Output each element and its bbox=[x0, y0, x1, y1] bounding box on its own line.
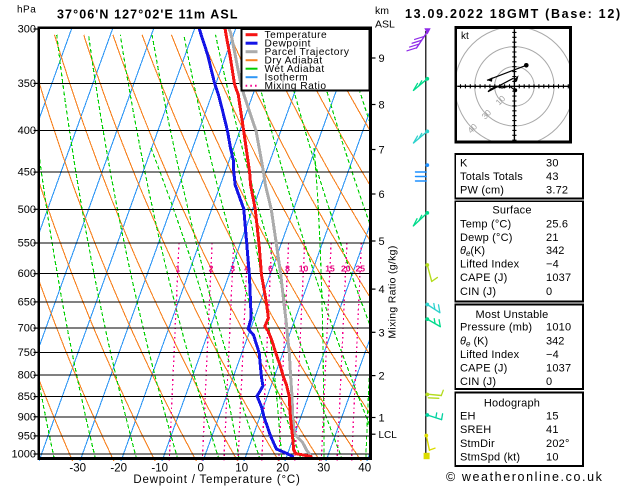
svg-text:15: 15 bbox=[546, 410, 559, 422]
svg-text:2: 2 bbox=[379, 371, 385, 383]
svg-text:800: 800 bbox=[18, 370, 36, 382]
svg-text:Surface: Surface bbox=[492, 205, 531, 217]
svg-text:CIN (J): CIN (J) bbox=[460, 286, 496, 298]
svg-text:Lifted Index: Lifted Index bbox=[460, 349, 520, 361]
svg-text:41: 41 bbox=[546, 424, 559, 436]
svg-text:342: 342 bbox=[546, 335, 564, 347]
svg-text:hPa: hPa bbox=[17, 5, 36, 16]
svg-text:LCL: LCL bbox=[379, 430, 398, 441]
svg-text:0: 0 bbox=[546, 376, 552, 388]
svg-text:Parcel Trajectory: Parcel Trajectory bbox=[265, 47, 350, 58]
svg-text:750: 750 bbox=[18, 347, 36, 359]
svg-text:SREH: SREH bbox=[460, 424, 491, 436]
svg-text:θe (K): θe (K) bbox=[460, 335, 488, 348]
svg-text:6: 6 bbox=[268, 263, 273, 273]
svg-text:21: 21 bbox=[546, 232, 559, 244]
svg-text:342: 342 bbox=[546, 245, 564, 257]
svg-text:43: 43 bbox=[546, 171, 559, 183]
svg-text:900: 900 bbox=[18, 411, 36, 423]
svg-text:30: 30 bbox=[546, 157, 559, 169]
svg-text:km: km bbox=[375, 5, 389, 17]
svg-text:7: 7 bbox=[379, 145, 385, 157]
svg-text:−4: −4 bbox=[546, 349, 559, 361]
svg-text:Pressure (mb): Pressure (mb) bbox=[460, 322, 532, 334]
svg-text:Isotherm: Isotherm bbox=[265, 73, 309, 84]
svg-text:1000: 1000 bbox=[12, 449, 36, 461]
svg-text:StmDir: StmDir bbox=[460, 438, 495, 450]
svg-text:Dewpoint: Dewpoint bbox=[265, 39, 311, 50]
svg-text:Temperature: Temperature bbox=[265, 30, 328, 41]
svg-text:3: 3 bbox=[230, 263, 235, 273]
svg-text:850: 850 bbox=[18, 391, 36, 403]
svg-text:25.6: 25.6 bbox=[546, 218, 568, 230]
svg-text:202°: 202° bbox=[546, 438, 570, 450]
svg-text:3: 3 bbox=[379, 327, 385, 339]
svg-text:13.09.2022 18GMT (Base: 12): 13.09.2022 18GMT (Base: 12) bbox=[405, 7, 622, 21]
svg-text:350: 350 bbox=[18, 78, 36, 90]
svg-text:Dry Adiabat: Dry Adiabat bbox=[265, 56, 323, 67]
svg-text:1037: 1037 bbox=[546, 363, 571, 375]
svg-text:20: 20 bbox=[276, 463, 289, 475]
svg-text:8: 8 bbox=[379, 100, 385, 112]
svg-text:1: 1 bbox=[176, 263, 181, 273]
svg-text:−4: −4 bbox=[546, 259, 559, 271]
svg-text:CAPE (J): CAPE (J) bbox=[460, 363, 507, 375]
svg-text:ASL: ASL bbox=[375, 19, 395, 31]
svg-text:Hodograph: Hodograph bbox=[484, 397, 540, 409]
svg-text:10: 10 bbox=[235, 463, 248, 475]
svg-text:K: K bbox=[460, 157, 468, 169]
svg-text:Lifted Index: Lifted Index bbox=[460, 259, 520, 271]
svg-text:1010: 1010 bbox=[546, 322, 571, 334]
svg-text:15: 15 bbox=[325, 263, 335, 273]
svg-text:300: 300 bbox=[18, 24, 36, 36]
svg-text:4: 4 bbox=[379, 284, 385, 296]
svg-text:Mixing Ratio: Mixing Ratio bbox=[265, 81, 327, 92]
svg-text:kt: kt bbox=[461, 31, 469, 42]
svg-text:Temp (°C): Temp (°C) bbox=[460, 218, 511, 230]
svg-text:30: 30 bbox=[317, 463, 330, 475]
svg-text:10: 10 bbox=[546, 451, 559, 463]
svg-text:PW (cm): PW (cm) bbox=[460, 184, 504, 196]
svg-text:450: 450 bbox=[18, 167, 36, 179]
svg-text:550: 550 bbox=[18, 238, 36, 250]
svg-text:StmSpd (kt): StmSpd (kt) bbox=[460, 451, 520, 463]
svg-text:20: 20 bbox=[341, 263, 351, 273]
svg-text:CIN (J): CIN (J) bbox=[460, 376, 496, 388]
svg-text:Dewp (°C): Dewp (°C) bbox=[460, 232, 513, 244]
svg-text:Most Unstable: Most Unstable bbox=[476, 309, 549, 321]
svg-text:700: 700 bbox=[18, 323, 36, 335]
svg-text:θe(K): θe(K) bbox=[460, 245, 485, 258]
svg-text:650: 650 bbox=[18, 296, 36, 308]
svg-text:Dewpoint / Temperature (°C): Dewpoint / Temperature (°C) bbox=[133, 474, 300, 486]
svg-text:6: 6 bbox=[379, 189, 385, 201]
svg-text:0: 0 bbox=[197, 463, 203, 475]
svg-text:3.72: 3.72 bbox=[546, 184, 568, 196]
svg-text:1037: 1037 bbox=[546, 272, 571, 284]
svg-text:5: 5 bbox=[379, 236, 385, 248]
svg-text:600: 600 bbox=[18, 268, 36, 280]
svg-text:37°06'N 127°02'E 11m ASL: 37°06'N 127°02'E 11m ASL bbox=[57, 8, 239, 22]
svg-text:Totals Totals: Totals Totals bbox=[460, 171, 523, 183]
svg-text:40: 40 bbox=[358, 463, 371, 475]
svg-text:950: 950 bbox=[18, 430, 36, 442]
svg-text:8: 8 bbox=[285, 263, 290, 273]
svg-text:25: 25 bbox=[356, 263, 366, 273]
svg-text:CAPE (J): CAPE (J) bbox=[460, 272, 507, 284]
svg-text:© weatheronline.co.uk: © weatheronline.co.uk bbox=[446, 470, 603, 484]
svg-text:EH: EH bbox=[460, 410, 476, 422]
svg-text:500: 500 bbox=[18, 204, 36, 216]
svg-text:2: 2 bbox=[209, 263, 214, 273]
svg-text:9: 9 bbox=[379, 53, 385, 65]
svg-text:Wet Adiabat: Wet Adiabat bbox=[265, 64, 325, 75]
svg-text:1: 1 bbox=[379, 413, 385, 425]
svg-text:0: 0 bbox=[546, 286, 552, 298]
svg-text:-20: -20 bbox=[110, 463, 127, 475]
svg-text:Mixing Ratio (g/kg): Mixing Ratio (g/kg) bbox=[387, 245, 399, 338]
svg-text:4: 4 bbox=[244, 263, 249, 273]
svg-text:-10: -10 bbox=[151, 463, 168, 475]
svg-text:400: 400 bbox=[18, 125, 36, 137]
svg-text:-30: -30 bbox=[69, 463, 86, 475]
svg-text:10: 10 bbox=[299, 263, 309, 273]
